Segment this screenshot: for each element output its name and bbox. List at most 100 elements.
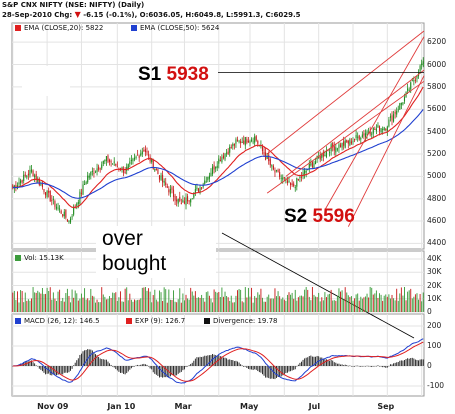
candle-body — [233, 143, 235, 146]
candle-body — [63, 211, 65, 217]
volume-bar — [325, 297, 327, 312]
volume-bar — [262, 297, 263, 312]
divergence-bar — [27, 361, 29, 366]
divergence-bar — [215, 355, 217, 366]
candle-body — [252, 141, 254, 143]
candle-body — [46, 190, 48, 198]
volume-bar — [166, 302, 168, 312]
divergence-bar — [358, 366, 360, 367]
candle-body — [154, 169, 156, 171]
candle-body — [187, 196, 189, 202]
divergence-bar — [205, 355, 207, 366]
candle-body — [87, 175, 89, 183]
candle-body — [311, 161, 313, 168]
volume-bar — [399, 293, 401, 312]
ema20-line — [12, 86, 424, 208]
volume-bar — [350, 296, 352, 312]
volume-bar — [260, 288, 262, 312]
volume-bar — [319, 301, 321, 312]
volume-bar — [240, 289, 242, 312]
volume-bar — [137, 299, 139, 312]
candle-body — [27, 173, 29, 176]
volume-bar — [338, 288, 340, 312]
volume-bar — [204, 301, 206, 312]
divergence-bar — [302, 359, 304, 366]
candle-body — [230, 147, 232, 149]
volume-bar — [405, 300, 407, 312]
candle-body — [21, 180, 23, 183]
divergence-bar — [179, 366, 181, 373]
divergence-bar — [244, 366, 246, 367]
volume-bar — [230, 295, 232, 312]
divergence-bar — [307, 357, 309, 366]
candle-body — [251, 139, 253, 141]
macd-legend: MACD (26, 12): 146.5 — [15, 317, 100, 325]
candle-body — [361, 134, 363, 138]
divergence-bar — [371, 366, 373, 368]
candle-body — [360, 137, 362, 140]
volume-bar — [246, 297, 248, 312]
divergence-bar — [73, 365, 75, 366]
volume-bar — [43, 294, 45, 312]
divergence-bar — [151, 366, 153, 370]
volume-bar — [315, 296, 317, 312]
volume-bar — [140, 298, 142, 312]
divergence-bar — [304, 358, 306, 366]
divergence-bar — [190, 363, 192, 366]
candle-body — [243, 140, 245, 144]
volume-bar — [76, 293, 78, 312]
volume-bar — [113, 293, 115, 312]
volume-bar — [237, 290, 238, 312]
candle-body — [407, 88, 409, 91]
volume-bar — [146, 290, 148, 312]
volume-bar — [179, 288, 181, 312]
volume-bar — [54, 298, 56, 312]
divergence-bar — [104, 359, 106, 366]
divergence-bar — [159, 366, 160, 378]
candle-body — [133, 157, 136, 160]
volume-bar — [385, 294, 387, 312]
candle-body — [414, 79, 416, 81]
candle-body — [294, 187, 296, 189]
macd-tick-label: -100 — [427, 381, 445, 390]
volume-bar — [154, 289, 156, 312]
divergence-bar — [127, 366, 129, 372]
divergence-bar — [171, 366, 173, 376]
volume-bar — [365, 296, 366, 312]
volume-bar — [333, 300, 335, 312]
volume-bar — [268, 294, 270, 312]
volume-bar — [116, 300, 118, 312]
divergence-bar — [212, 353, 214, 366]
volume-bar — [35, 292, 37, 312]
divergence-bar — [335, 362, 337, 366]
divergence-bar — [386, 366, 388, 368]
divergence-bar — [277, 366, 279, 378]
candle-body — [372, 127, 374, 134]
volume-bar — [77, 300, 79, 312]
candle-body — [332, 143, 334, 148]
divergence-bar — [66, 366, 68, 373]
candle-body — [419, 65, 421, 72]
volume-bar — [141, 287, 143, 312]
candle-body — [104, 159, 106, 162]
volume-bar — [324, 292, 326, 312]
ema50-legend-text: EMA (CLOSE,50): 5624 — [140, 24, 220, 32]
candle-body — [329, 152, 331, 154]
volume-bar — [187, 298, 189, 312]
divergence-bar — [71, 366, 73, 369]
divergence-bar — [405, 359, 407, 366]
volume-bar — [182, 293, 184, 312]
candle-body — [18, 182, 20, 185]
trend-line-1 — [266, 80, 425, 194]
volume-bar — [12, 292, 14, 312]
ema20-legend: EMA (CLOSE,20): 5822 — [15, 24, 103, 32]
volume-bar — [254, 296, 256, 312]
volume-bar — [233, 302, 235, 312]
divergence-bar — [400, 360, 402, 366]
divergence-bar — [349, 365, 351, 367]
volume-bar — [109, 296, 111, 312]
volume-bar — [66, 288, 68, 312]
volume-bar — [413, 296, 415, 312]
price-tick-label: 5000 — [427, 171, 447, 181]
